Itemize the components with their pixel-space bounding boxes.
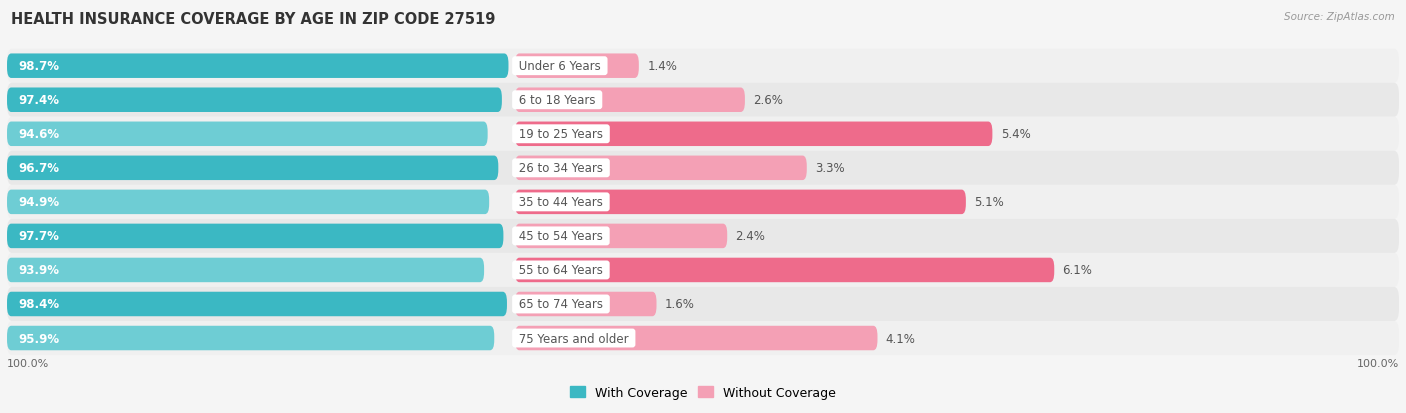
FancyBboxPatch shape: [515, 156, 807, 180]
FancyBboxPatch shape: [515, 224, 727, 249]
Text: 95.9%: 95.9%: [18, 332, 59, 345]
Text: 98.4%: 98.4%: [18, 298, 59, 311]
FancyBboxPatch shape: [7, 258, 484, 282]
FancyBboxPatch shape: [7, 321, 1399, 355]
FancyBboxPatch shape: [7, 253, 1399, 287]
Text: 98.7%: 98.7%: [18, 60, 59, 73]
Text: 96.7%: 96.7%: [18, 162, 59, 175]
Text: 94.9%: 94.9%: [18, 196, 59, 209]
FancyBboxPatch shape: [7, 55, 509, 79]
Text: 65 to 74 Years: 65 to 74 Years: [515, 298, 607, 311]
Text: 35 to 44 Years: 35 to 44 Years: [515, 196, 607, 209]
FancyBboxPatch shape: [515, 55, 638, 79]
FancyBboxPatch shape: [7, 326, 495, 350]
Text: 1.4%: 1.4%: [647, 60, 678, 73]
FancyBboxPatch shape: [7, 156, 498, 180]
FancyBboxPatch shape: [515, 190, 966, 215]
Text: Under 6 Years: Under 6 Years: [515, 60, 605, 73]
Text: 5.4%: 5.4%: [1001, 128, 1031, 141]
FancyBboxPatch shape: [7, 50, 1399, 83]
Text: 6.1%: 6.1%: [1063, 264, 1092, 277]
FancyBboxPatch shape: [515, 292, 657, 316]
Text: Source: ZipAtlas.com: Source: ZipAtlas.com: [1284, 12, 1395, 22]
Text: 1.6%: 1.6%: [665, 298, 695, 311]
FancyBboxPatch shape: [7, 117, 1399, 152]
Text: 19 to 25 Years: 19 to 25 Years: [515, 128, 607, 141]
Text: 2.4%: 2.4%: [735, 230, 765, 243]
FancyBboxPatch shape: [7, 122, 488, 147]
Text: 97.7%: 97.7%: [18, 230, 59, 243]
Text: 6 to 18 Years: 6 to 18 Years: [515, 94, 599, 107]
Text: 97.4%: 97.4%: [18, 94, 59, 107]
FancyBboxPatch shape: [7, 88, 502, 113]
FancyBboxPatch shape: [515, 326, 877, 350]
FancyBboxPatch shape: [7, 219, 1399, 253]
Text: 3.3%: 3.3%: [815, 162, 845, 175]
Text: 45 to 54 Years: 45 to 54 Years: [515, 230, 607, 243]
Text: 75 Years and older: 75 Years and older: [515, 332, 633, 345]
Text: 94.6%: 94.6%: [18, 128, 59, 141]
Text: HEALTH INSURANCE COVERAGE BY AGE IN ZIP CODE 27519: HEALTH INSURANCE COVERAGE BY AGE IN ZIP …: [11, 12, 496, 27]
Text: 55 to 64 Years: 55 to 64 Years: [515, 264, 607, 277]
FancyBboxPatch shape: [7, 292, 508, 316]
Text: 5.1%: 5.1%: [974, 196, 1004, 209]
Text: 93.9%: 93.9%: [18, 264, 59, 277]
FancyBboxPatch shape: [515, 258, 1054, 282]
FancyBboxPatch shape: [515, 122, 993, 147]
FancyBboxPatch shape: [7, 152, 1399, 185]
FancyBboxPatch shape: [7, 190, 489, 215]
FancyBboxPatch shape: [7, 185, 1399, 219]
FancyBboxPatch shape: [7, 83, 1399, 117]
Text: 2.6%: 2.6%: [754, 94, 783, 107]
Text: 100.0%: 100.0%: [7, 358, 49, 368]
FancyBboxPatch shape: [515, 88, 745, 113]
Text: 4.1%: 4.1%: [886, 332, 915, 345]
FancyBboxPatch shape: [7, 287, 1399, 321]
Text: 26 to 34 Years: 26 to 34 Years: [515, 162, 607, 175]
Text: 100.0%: 100.0%: [1357, 358, 1399, 368]
FancyBboxPatch shape: [7, 224, 503, 249]
Legend: With Coverage, Without Coverage: With Coverage, Without Coverage: [565, 381, 841, 404]
